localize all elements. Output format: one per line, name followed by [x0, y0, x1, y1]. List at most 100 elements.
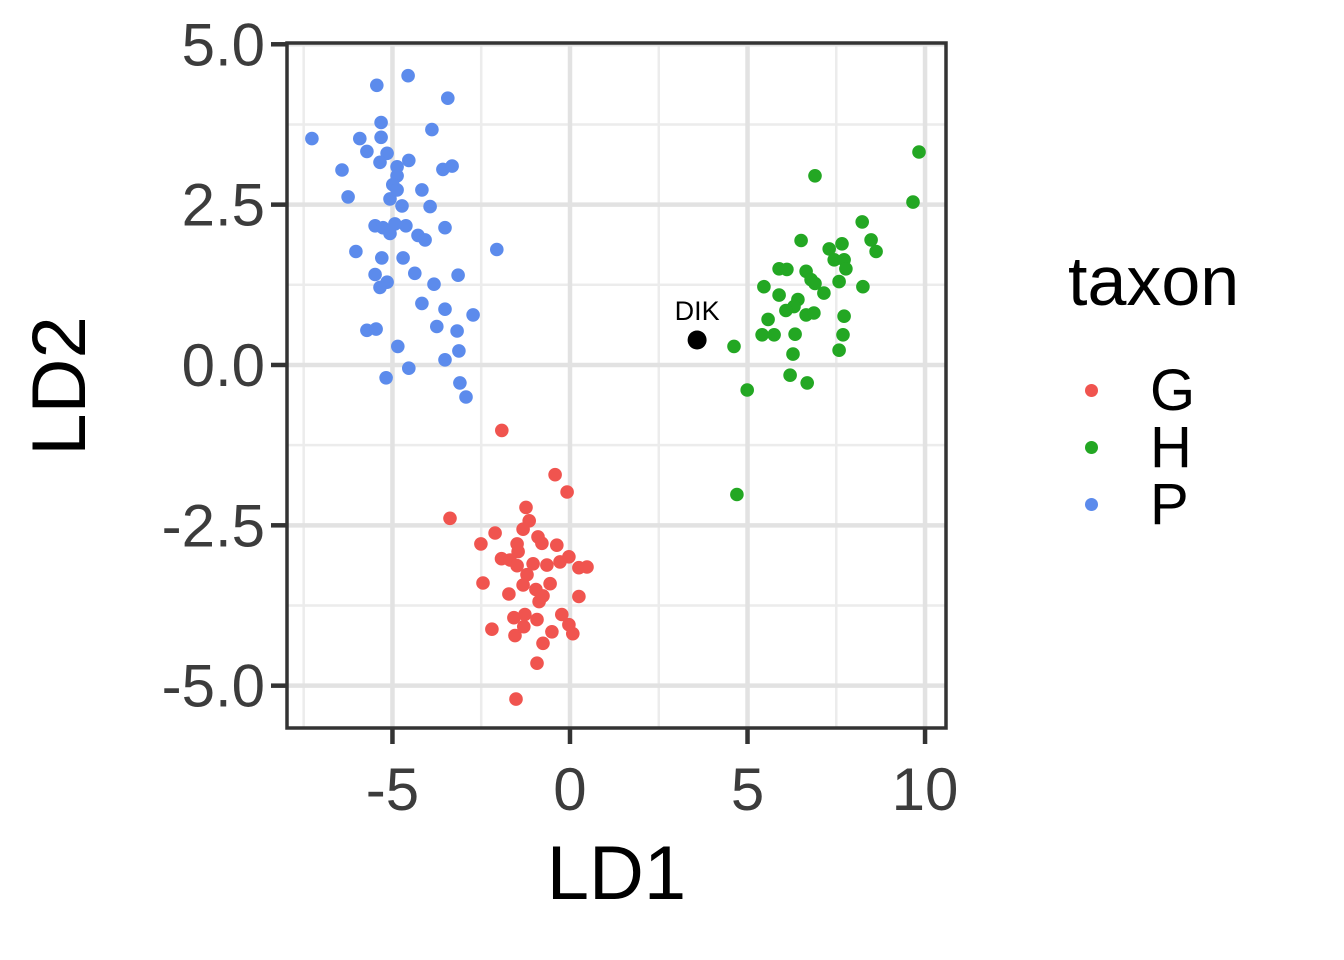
point-H: [832, 343, 846, 358]
point-G: [572, 589, 586, 604]
point-H: [755, 328, 769, 342]
point-P: [373, 280, 387, 295]
point-P: [401, 68, 415, 83]
point-P: [445, 159, 459, 173]
point-H: [912, 145, 926, 159]
point-P: [450, 324, 464, 338]
point-G: [517, 619, 531, 634]
point-H: [837, 309, 851, 324]
point-G: [536, 589, 550, 603]
point-H: [783, 368, 797, 383]
point-P: [459, 390, 473, 404]
y-tick-label: 5.0: [182, 11, 265, 78]
point-H: [730, 487, 744, 502]
point-P: [402, 153, 416, 168]
point-P: [408, 266, 422, 281]
point-H: [779, 303, 793, 318]
point-G: [488, 526, 502, 540]
point-G: [507, 610, 521, 625]
point-H: [832, 274, 846, 289]
point-G: [580, 560, 594, 574]
legend-title: taxon: [1068, 242, 1240, 320]
point-P: [353, 131, 367, 146]
x-tick-label: 0: [553, 756, 586, 823]
point-H: [757, 279, 771, 294]
point-H: [767, 328, 781, 342]
point-H: [822, 242, 836, 256]
point-P: [490, 242, 504, 257]
legend-entry-h: H: [1062, 418, 1239, 476]
point-P: [427, 277, 441, 292]
point-P: [383, 192, 397, 206]
point-G: [555, 607, 569, 622]
point-H: [808, 276, 822, 291]
point-P: [395, 199, 409, 213]
point-G: [502, 587, 516, 601]
point-H: [807, 306, 821, 320]
point-G: [550, 538, 564, 552]
point-G: [476, 576, 490, 590]
panel-border: [285, 41, 948, 730]
point-P: [438, 302, 452, 317]
point-H: [839, 262, 853, 276]
y-tick-label: -2.5: [162, 492, 265, 559]
point-P: [391, 339, 405, 354]
point-G: [526, 557, 540, 571]
legend-key-dot-g: [1085, 384, 1098, 397]
point-G: [543, 576, 557, 591]
point-G: [474, 537, 488, 551]
point-P: [423, 199, 437, 214]
point-G: [560, 485, 574, 499]
point-G: [516, 578, 530, 592]
point-G: [443, 511, 457, 526]
point-G: [520, 567, 534, 582]
point-G: [535, 536, 549, 551]
legend-label-g: G: [1150, 357, 1196, 423]
point-H: [856, 279, 870, 294]
point-P: [383, 226, 397, 241]
point-H: [780, 262, 794, 277]
point-P: [438, 220, 452, 235]
point-H: [740, 383, 754, 397]
x-tick-label: -5: [366, 756, 419, 823]
y-tick-label: -5.0: [162, 653, 265, 720]
point-H: [855, 215, 869, 229]
point-G: [519, 500, 533, 515]
point-H: [906, 195, 920, 209]
point-G: [530, 656, 544, 670]
point-P: [374, 130, 388, 145]
point-H: [800, 376, 814, 390]
point-P: [349, 244, 363, 259]
point-G: [495, 423, 509, 438]
point-G: [518, 607, 532, 622]
point-H: [869, 244, 883, 259]
annotation-point-DIK: [687, 330, 707, 350]
legend: taxon G H P: [1062, 246, 1239, 533]
point-P: [418, 233, 432, 247]
point-H: [817, 286, 831, 300]
y-tick-label: 0.0: [182, 332, 265, 399]
point-P: [441, 91, 455, 105]
point-H: [727, 339, 741, 354]
point-H: [794, 233, 808, 248]
point-P: [335, 163, 349, 177]
x-tick-label: 5: [731, 756, 764, 823]
point-G: [545, 625, 559, 639]
legend-key-dot-h: [1085, 441, 1098, 454]
point-G: [510, 558, 524, 573]
point-H: [827, 252, 841, 267]
point-P: [438, 353, 452, 367]
legend-entries: G H P: [1062, 357, 1239, 533]
point-P: [360, 144, 374, 159]
point-P: [379, 371, 393, 385]
point-H: [836, 328, 850, 342]
point-G: [508, 628, 522, 643]
y-axis-title: LD2: [17, 316, 102, 456]
y-tick-label: 2.5: [182, 172, 265, 239]
point-P: [425, 122, 439, 137]
point-G: [530, 612, 544, 627]
point-G: [540, 558, 554, 572]
point-G: [509, 692, 523, 706]
